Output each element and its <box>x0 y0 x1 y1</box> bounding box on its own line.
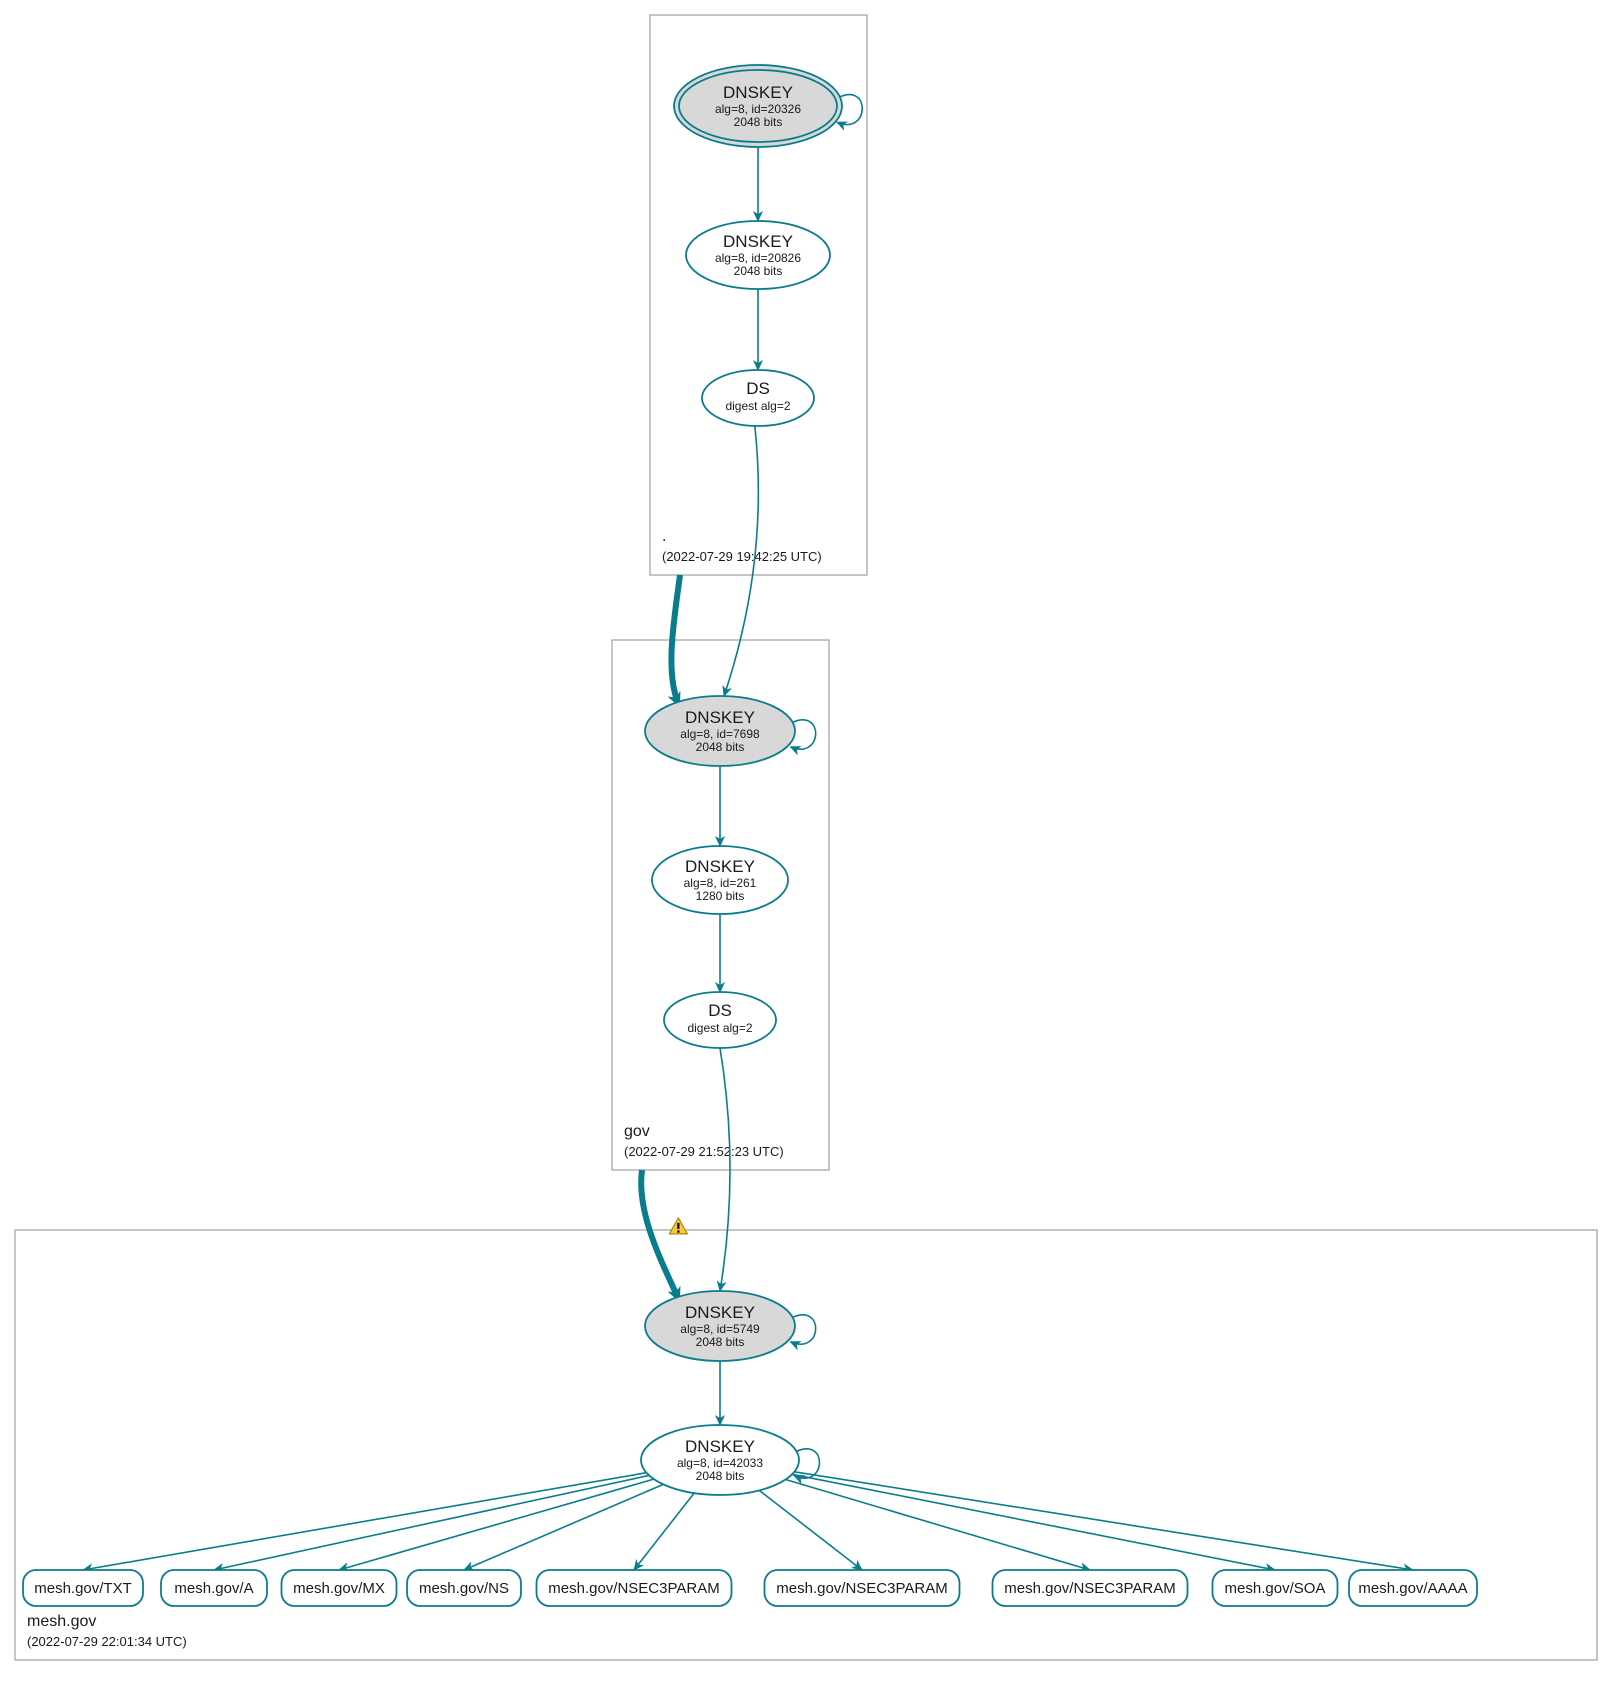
node-mesh-zsk-line0: DNSKEY <box>685 1437 755 1456</box>
edge-zsk-r-ns <box>464 1484 663 1570</box>
node-mesh-zsk: DNSKEYalg=8, id=420332048 bits <box>641 1425 819 1495</box>
node-gov-ksk: DNSKEYalg=8, id=76982048 bits <box>645 696 816 766</box>
node-gov-ds: DSdigest alg=2 <box>664 992 776 1048</box>
records: mesh.gov/TXT mesh.gov/A mesh.gov/MX mesh.go… <box>23 1570 1477 1606</box>
node-mesh-zsk-line2: 2048 bits <box>696 1469 745 1483</box>
zone-time-mesh: (2022-07-29 22:01:34 UTC) <box>27 1634 187 1649</box>
node-root-zsk-line1: alg=8, id=20826 <box>715 251 801 265</box>
record-label-r-n3a: mesh.gov/NSEC3PARAM <box>548 1580 719 1597</box>
node-gov-zsk-line0: DNSKEY <box>685 857 755 876</box>
node-mesh-ksk-line2: 2048 bits <box>696 1335 745 1349</box>
node-root-zsk-line0: DNSKEY <box>723 232 793 251</box>
node-root-ds: DSdigest alg=2 <box>702 370 814 426</box>
record-label-r-soa: mesh.gov/SOA <box>1225 1580 1326 1597</box>
node-root-zsk: DNSKEYalg=8, id=208262048 bits <box>686 221 830 289</box>
edge-zsk-r-txt <box>83 1473 646 1570</box>
node-root-ds-line0: DS <box>746 379 770 398</box>
node-gov-ksk-line0: DNSKEY <box>685 708 755 727</box>
zone-name-root: . <box>662 528 666 545</box>
record-label-r-txt: mesh.gov/TXT <box>34 1580 132 1597</box>
dnssec-diagram: . (2022-07-29 19:42:25 UTC) gov (2022-07-29… <box>0 0 1612 1690</box>
record-label-r-aaaa: mesh.gov/AAAA <box>1358 1580 1467 1597</box>
node-root-ksk-line2: 2048 bits <box>734 115 783 129</box>
node-mesh-zsk-line1: alg=8, id=42033 <box>677 1456 763 1470</box>
node-gov-zsk-line1: alg=8, id=261 <box>684 876 757 890</box>
node-mesh-ksk-line0: DNSKEY <box>685 1303 755 1322</box>
delegation-edge-gov <box>641 1170 679 1300</box>
zone-name-gov: gov <box>624 1123 650 1140</box>
node-gov-ksk-line2: 2048 bits <box>696 740 745 754</box>
zone-time-root: (2022-07-29 19:42:25 UTC) <box>662 549 822 564</box>
edge-zsk-r-aaaa <box>794 1472 1413 1570</box>
warning-icon <box>669 1218 687 1234</box>
node-root-ds-line1: digest alg=2 <box>725 399 790 413</box>
edge-zsk-r-a <box>214 1475 649 1570</box>
record-label-r-n3c: mesh.gov/NSEC3PARAM <box>1004 1580 1175 1597</box>
node-root-ksk: DNSKEYalg=8, id=203262048 bits <box>674 65 862 147</box>
node-gov-ds-line0: DS <box>708 1001 732 1020</box>
record-label-r-ns: mesh.gov/NS <box>419 1580 509 1597</box>
record-label-r-a: mesh.gov/A <box>174 1580 253 1597</box>
zone-name-mesh: mesh.gov <box>27 1613 96 1630</box>
node-root-ksk-line0: DNSKEY <box>723 83 793 102</box>
record-label-r-n3b: mesh.gov/NSEC3PARAM <box>776 1580 947 1597</box>
node-mesh-ksk-line1: alg=8, id=5749 <box>680 1322 760 1336</box>
record-label-r-mx: mesh.gov/MX <box>293 1580 385 1597</box>
edge-zsk-r-soa <box>792 1474 1275 1570</box>
node-gov-zsk: DNSKEYalg=8, id=2611280 bits <box>652 846 788 914</box>
zone-time-gov: (2022-07-29 21:52:23 UTC) <box>624 1144 784 1159</box>
node-root-zsk-line2: 2048 bits <box>734 264 783 278</box>
node-gov-ksk-line1: alg=8, id=7698 <box>680 727 760 741</box>
node-root-ksk-line1: alg=8, id=20326 <box>715 102 801 116</box>
edge-zsk-r-n3b <box>759 1490 862 1570</box>
node-gov-zsk-line2: 1280 bits <box>696 889 745 903</box>
edge-zsk-r-n3a <box>634 1493 694 1570</box>
node-mesh-ksk: DNSKEYalg=8, id=57492048 bits <box>645 1291 816 1361</box>
node-gov-ds-line1: digest alg=2 <box>687 1021 752 1035</box>
